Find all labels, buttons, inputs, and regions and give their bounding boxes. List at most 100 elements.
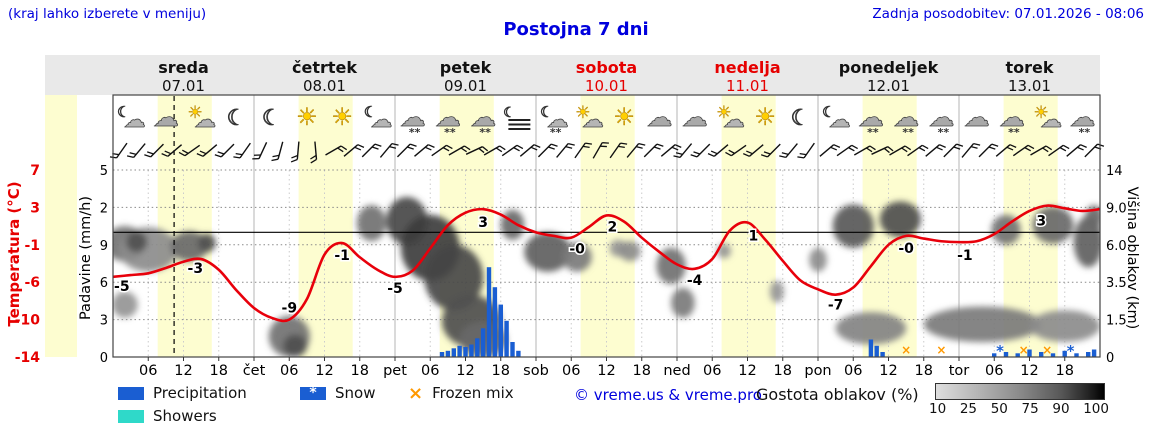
svg-text:☀: ☀ bbox=[1034, 103, 1049, 123]
x-tick-label: 06 bbox=[703, 363, 721, 379]
x-tick-label: čet bbox=[243, 363, 266, 379]
svg-text:☾: ☾ bbox=[262, 106, 282, 131]
cloud-blob bbox=[769, 280, 784, 303]
svg-text:☁: ☁ bbox=[858, 103, 884, 133]
temp-value-label: -1 bbox=[334, 248, 350, 264]
wind-barb bbox=[609, 142, 628, 159]
precip-bar bbox=[1091, 349, 1097, 357]
svg-text:☁: ☁ bbox=[124, 108, 146, 133]
svg-text:☁: ☁ bbox=[999, 103, 1025, 133]
cloud-blob bbox=[809, 247, 827, 272]
weather-icon-sun: ☀ bbox=[754, 103, 776, 132]
x-tick-label: 18 bbox=[351, 363, 369, 379]
svg-text:☁: ☁ bbox=[723, 108, 745, 133]
wind-barb bbox=[978, 143, 999, 158]
x-tick-label: 18 bbox=[774, 363, 792, 379]
wind-barb bbox=[537, 143, 558, 158]
precip-bar bbox=[451, 348, 456, 357]
wind-barb bbox=[361, 143, 382, 158]
daylight-band bbox=[721, 95, 776, 357]
showers-swatch bbox=[118, 409, 144, 423]
wind-barb bbox=[889, 145, 912, 156]
snow-marker: * bbox=[1067, 342, 1075, 360]
weather-icon-cloud: ☁** bbox=[998, 103, 1025, 139]
precip-bar bbox=[492, 287, 498, 357]
wind-barb bbox=[1066, 144, 1087, 157]
svg-text:☁: ☁ bbox=[928, 103, 954, 133]
legend-showers: Showers bbox=[118, 407, 217, 425]
x-tick-label: 06 bbox=[139, 363, 157, 379]
cloud-blob bbox=[113, 291, 138, 318]
day-date: 12.01 bbox=[867, 77, 910, 95]
x-tick-label: tor bbox=[949, 363, 970, 379]
precip-bar bbox=[439, 352, 445, 357]
precip-axis-tick: 2 bbox=[100, 201, 108, 216]
precip-bar bbox=[510, 342, 515, 357]
weather-icon-suncloud: ☀☁ bbox=[1033, 103, 1062, 134]
wind-barb bbox=[465, 146, 489, 155]
wind-barb bbox=[214, 143, 235, 158]
svg-text:☁: ☁ bbox=[582, 108, 604, 133]
wind-barb bbox=[797, 142, 815, 159]
snowfall-sub-icon: ** bbox=[867, 126, 879, 139]
legend-precipitation-label: Precipitation bbox=[153, 384, 247, 402]
svg-text:☁: ☁ bbox=[829, 108, 851, 133]
wind-barb bbox=[252, 142, 268, 160]
svg-text:☁: ☁ bbox=[547, 108, 569, 133]
svg-text:☾: ☾ bbox=[503, 105, 516, 121]
precip-axis-tick: 6 bbox=[100, 276, 108, 291]
day-date: 08.01 bbox=[303, 77, 346, 95]
weather-icon-cloud: ☁** bbox=[893, 103, 920, 139]
snowfall-sub-icon: ** bbox=[1008, 126, 1020, 139]
cloud-blob bbox=[671, 287, 695, 318]
day-name: četrtek bbox=[292, 58, 357, 77]
menu-hint-text: (kraj lahko izberete v meniju) bbox=[8, 6, 207, 22]
cloud-density-label: Gostota oblakov (%) bbox=[756, 385, 919, 404]
cloud-blob bbox=[356, 205, 387, 242]
svg-text:☁: ☁ bbox=[893, 103, 919, 133]
wind-barb bbox=[995, 144, 1017, 157]
cloud-blob bbox=[118, 227, 178, 272]
wind-barb bbox=[414, 144, 435, 157]
temp-axis-tick: 7 bbox=[30, 163, 40, 179]
snowfall-sub-icon: ** bbox=[409, 126, 421, 139]
weather-icon-cloud: ☁** bbox=[470, 103, 497, 139]
temp-value-label: -0 bbox=[898, 241, 914, 257]
precip-bar bbox=[1039, 352, 1044, 357]
precipitation-swatch bbox=[118, 386, 144, 400]
density-tick-label: 50 bbox=[990, 401, 1008, 417]
precip-bar bbox=[480, 328, 486, 357]
x-tick-label: 06 bbox=[985, 363, 1003, 379]
weather-icon-fog: ☾ bbox=[503, 105, 531, 130]
weather-icon-sun: ☀ bbox=[331, 103, 353, 132]
temp-value-label: -0 bbox=[569, 242, 585, 258]
temp-value-label: -7 bbox=[828, 298, 844, 314]
precip-bar bbox=[880, 352, 885, 357]
cloud-axis-tick: 14 bbox=[1106, 164, 1123, 179]
wind-barb bbox=[574, 142, 592, 159]
copyright-link[interactable]: © vreme.us & vreme.pro bbox=[574, 386, 762, 404]
svg-text:☀: ☀ bbox=[754, 103, 776, 131]
cloud-blob bbox=[619, 241, 641, 262]
legend-frozen-mix: × Frozen mix bbox=[408, 384, 514, 402]
wind-barb bbox=[779, 143, 798, 159]
svg-text:☀: ☀ bbox=[188, 103, 203, 123]
density-tick-label: 90 bbox=[1052, 401, 1070, 417]
svg-text:☁: ☁ bbox=[682, 103, 708, 133]
svg-text:☾: ☾ bbox=[791, 106, 811, 131]
cloud-blob bbox=[283, 334, 307, 357]
temp-value-label: -1 bbox=[957, 248, 973, 264]
svg-text:☁: ☁ bbox=[470, 103, 496, 133]
svg-text:☾: ☾ bbox=[117, 103, 130, 121]
wind-barb bbox=[556, 142, 575, 158]
density-tick-label: 25 bbox=[959, 401, 978, 417]
density-tick-label: 75 bbox=[1021, 401, 1039, 417]
svg-text:☀: ☀ bbox=[575, 103, 590, 123]
weather-icon-mooncloud: ☾☁ bbox=[822, 103, 851, 134]
precip-bar bbox=[445, 350, 451, 357]
density-tick-label: 100 bbox=[1083, 401, 1109, 417]
x-tick-label: sob bbox=[523, 363, 549, 379]
daylight-band bbox=[298, 95, 353, 357]
temp-axis-tick: -6 bbox=[24, 275, 40, 291]
svg-text:☁: ☁ bbox=[153, 103, 179, 133]
